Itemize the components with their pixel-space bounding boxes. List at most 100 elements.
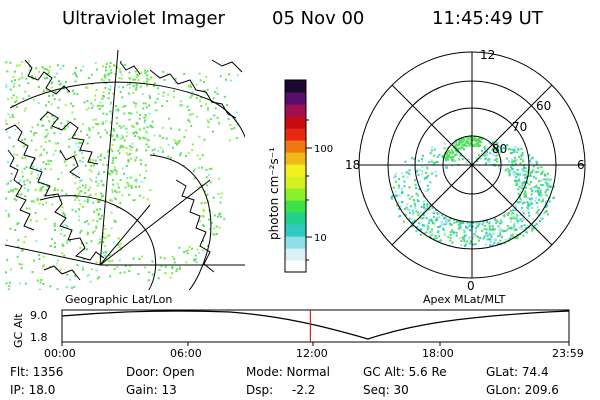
aurora-pixel: [430, 159, 433, 162]
aurora-pixel: [132, 199, 135, 202]
aurora-pixel: [23, 180, 26, 183]
aurora-pixel: [118, 124, 121, 127]
aurora-pixel: [76, 196, 79, 199]
aurora-pixel: [102, 65, 104, 68]
aurora-pixel: [390, 196, 393, 199]
aurora-pixel: [436, 219, 439, 222]
aurora-pixel: [513, 156, 516, 159]
aurora-pixel: [490, 228, 493, 231]
aurora-pixel: [201, 154, 204, 157]
aurora-pixel: [116, 122, 118, 125]
aurora-pixel: [162, 95, 165, 97]
aurora-pixel: [530, 226, 533, 229]
colorbar-segment: [285, 260, 306, 273]
aurora-pixel: [58, 80, 60, 82]
aurora-pixel: [119, 271, 122, 274]
aurora-pixel: [99, 136, 102, 139]
aurora-pixel: [34, 149, 37, 152]
aurora-pixel: [135, 132, 138, 135]
aurora-pixel: [531, 227, 534, 230]
aurora-pixel: [500, 148, 503, 151]
aurora-pixel: [103, 75, 106, 77]
aurora-pixel: [76, 264, 79, 266]
aurora-pixel: [134, 130, 137, 133]
aurora-pixel: [407, 194, 410, 197]
aurora-pixel: [478, 137, 480, 140]
aurora-pixel: [491, 225, 494, 228]
aurora-pixel: [421, 224, 424, 226]
aurora-pixel: [93, 164, 96, 167]
aurora-pixel: [495, 219, 498, 222]
aurora-pixel: [146, 126, 149, 129]
aurora-pixel: [492, 232, 495, 235]
aurora-pixel: [526, 224, 529, 227]
aurora-pixel: [119, 60, 122, 63]
aurora-pixel: [192, 169, 195, 172]
aurora-pixel: [476, 138, 479, 141]
aurora-pixel: [66, 286, 68, 289]
aurora-pixel: [113, 219, 116, 222]
aurora-pixel: [134, 198, 137, 201]
aurora-pixel: [493, 238, 496, 241]
aurora-pixel: [138, 194, 141, 197]
aurora-pixel: [514, 162, 517, 165]
aurora-pixel: [489, 244, 492, 247]
aurora-pixel: [466, 139, 469, 142]
aurora-pixel: [451, 159, 453, 162]
aurora-pixel: [74, 176, 77, 179]
aurora-pixel: [109, 85, 112, 88]
aurora-pixel: [532, 165, 535, 168]
aurora-pixel: [528, 159, 531, 162]
aurora-pixel: [146, 198, 149, 201]
aurora-pixel: [458, 147, 461, 150]
aurora-pixel: [125, 135, 128, 138]
aurora-pixel: [102, 121, 105, 124]
aurora-pixel: [5, 130, 8, 133]
mlt-label-dusk: 18: [345, 158, 360, 172]
aurora-pixel: [515, 206, 518, 209]
aurora-pixel: [458, 138, 461, 141]
aurora-pixel: [95, 176, 98, 179]
aurora-pixel: [535, 211, 538, 214]
observation-time: 11:45:49 UT: [432, 8, 543, 29]
aurora-pixel: [104, 87, 107, 89]
aurora-pixel: [426, 184, 429, 187]
aurora-pixel: [430, 234, 433, 237]
aurora-pixel: [18, 84, 21, 87]
aurora-pixel: [419, 228, 422, 231]
aurora-pixel: [441, 221, 444, 223]
aurora-pixel: [54, 142, 57, 145]
aurora-pixel: [151, 260, 154, 263]
mlat-label-70: 70: [512, 120, 527, 134]
aurora-pixel: [9, 61, 12, 64]
aurora-pixel: [119, 127, 122, 130]
aurora-pixel: [198, 72, 201, 75]
aurora-pixel: [521, 158, 524, 161]
aurora-pixel: [227, 118, 230, 121]
aurora-pixel: [17, 181, 20, 184]
aurora-pixel: [510, 152, 513, 155]
aurora-pixel: [5, 83, 8, 86]
aurora-pixel: [117, 109, 120, 112]
aurora-pixel: [146, 74, 149, 77]
aurora-pixel: [448, 219, 451, 222]
aurora-pixel: [79, 190, 81, 193]
aurora-pixel: [394, 195, 397, 198]
aurora-pixel: [459, 147, 462, 150]
aurora-pixel: [421, 166, 424, 168]
aurora-pixel: [144, 266, 146, 269]
aurora-pixel: [518, 226, 521, 229]
aurora-pixel: [7, 215, 10, 218]
aurora-pixel: [446, 151, 449, 154]
aurora-pixel: [195, 97, 198, 100]
aurora-pixel: [140, 163, 142, 165]
aurora-pixel: [153, 82, 156, 85]
aurora-pixel: [119, 71, 122, 73]
aurora-pixel: [537, 192, 540, 195]
aurora-pixel: [486, 238, 489, 241]
aurora-pixel: [124, 104, 127, 107]
aurora-pixel: [72, 89, 75, 92]
aurora-pixel: [90, 165, 93, 167]
aurora-pixel: [110, 69, 113, 72]
aurora-pixel: [125, 181, 128, 184]
